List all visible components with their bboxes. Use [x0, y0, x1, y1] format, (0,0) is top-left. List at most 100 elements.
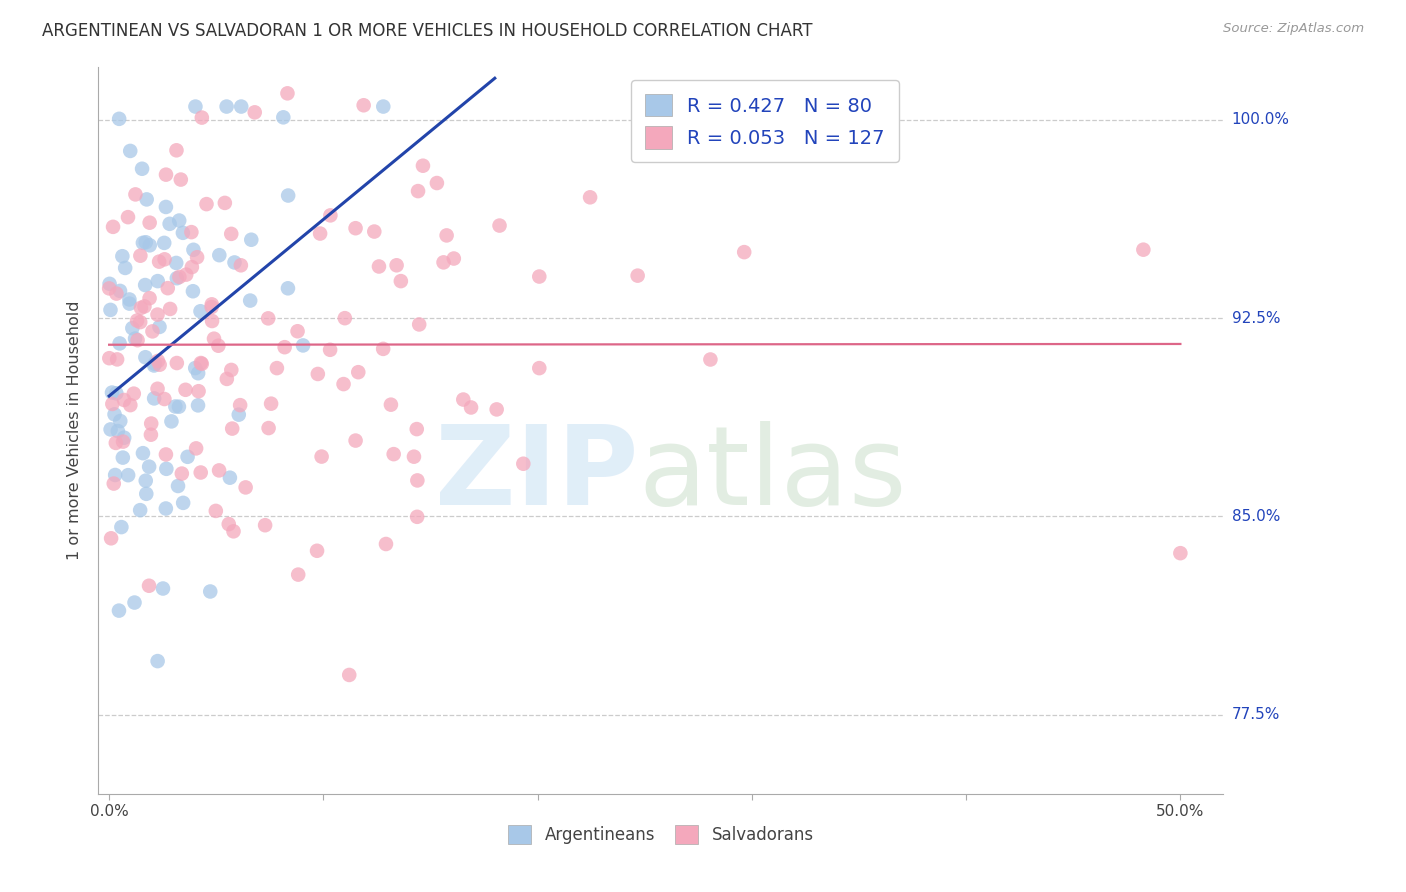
Text: ZIP: ZIP	[434, 420, 638, 527]
Point	[114, 260, 136, 275]
Point	[104, 468, 127, 483]
Point	[292, 338, 315, 352]
Point	[122, 386, 145, 401]
Point	[135, 487, 157, 501]
Point	[333, 311, 356, 326]
Point	[146, 354, 169, 368]
Point	[131, 161, 153, 176]
Point	[146, 308, 169, 322]
Point	[134, 299, 156, 313]
Text: Source: ZipAtlas.com: Source: ZipAtlas.com	[1223, 22, 1364, 36]
Point	[389, 274, 412, 288]
Point	[134, 350, 156, 364]
Point	[229, 258, 252, 272]
Point	[138, 459, 160, 474]
Point	[344, 434, 367, 448]
Point	[579, 190, 602, 204]
Point	[132, 235, 155, 250]
Point	[127, 333, 149, 347]
Point	[239, 293, 262, 308]
Point	[363, 225, 385, 239]
Point	[405, 422, 427, 436]
Point	[287, 324, 309, 338]
Point	[143, 359, 166, 373]
Point	[426, 176, 449, 190]
Point	[160, 414, 183, 428]
Point	[191, 357, 214, 371]
Point	[311, 450, 333, 464]
Point	[108, 336, 131, 351]
Point	[485, 402, 508, 417]
Point	[218, 517, 240, 532]
Point	[129, 249, 152, 263]
Point	[202, 332, 225, 346]
Point	[276, 87, 298, 101]
Point	[186, 250, 208, 264]
Point	[117, 468, 139, 483]
Point	[108, 284, 131, 298]
Point	[187, 384, 209, 399]
Point	[153, 252, 176, 267]
Point	[155, 168, 177, 182]
Point	[201, 314, 224, 328]
Point	[221, 363, 243, 377]
Point	[219, 227, 242, 241]
Point	[443, 252, 465, 266]
Point	[699, 352, 721, 367]
Point	[138, 291, 160, 305]
Point	[191, 111, 214, 125]
Point	[240, 233, 263, 247]
Point	[184, 442, 207, 456]
Point	[132, 446, 155, 460]
Point	[155, 447, 177, 461]
Point	[135, 474, 157, 488]
Point	[165, 400, 187, 414]
Point	[166, 356, 188, 370]
Point	[408, 318, 430, 332]
Point	[432, 255, 454, 269]
Point	[307, 367, 329, 381]
Point	[170, 172, 193, 186]
Point	[105, 386, 128, 401]
Point	[221, 421, 243, 435]
Point	[149, 358, 172, 372]
Point	[277, 281, 299, 295]
Point	[172, 496, 194, 510]
Point	[134, 278, 156, 293]
Point	[112, 434, 135, 449]
Point	[208, 463, 231, 477]
Point	[180, 260, 202, 274]
Point	[111, 450, 134, 465]
Point	[108, 112, 131, 126]
Point	[309, 227, 332, 241]
Point	[118, 296, 141, 310]
Point	[200, 584, 222, 599]
Point	[155, 200, 177, 214]
Point	[101, 219, 124, 234]
Point	[159, 217, 181, 231]
Point	[112, 431, 135, 445]
Point	[235, 480, 257, 494]
Point	[208, 248, 231, 262]
Point	[174, 383, 197, 397]
Point	[228, 408, 250, 422]
Point	[166, 271, 188, 285]
Point	[101, 397, 124, 411]
Point	[148, 254, 170, 268]
Point	[373, 99, 395, 113]
Point	[219, 471, 242, 485]
Point	[215, 99, 238, 113]
Point	[257, 421, 280, 435]
Point	[319, 343, 342, 357]
Point	[385, 258, 408, 272]
Point	[412, 159, 434, 173]
Point	[174, 268, 197, 282]
Point	[121, 321, 143, 335]
Point	[287, 567, 309, 582]
Point	[184, 99, 207, 113]
Point	[146, 382, 169, 396]
Point	[98, 277, 121, 291]
Point	[266, 361, 288, 376]
Point	[512, 457, 534, 471]
Text: 92.5%: 92.5%	[1232, 310, 1279, 326]
